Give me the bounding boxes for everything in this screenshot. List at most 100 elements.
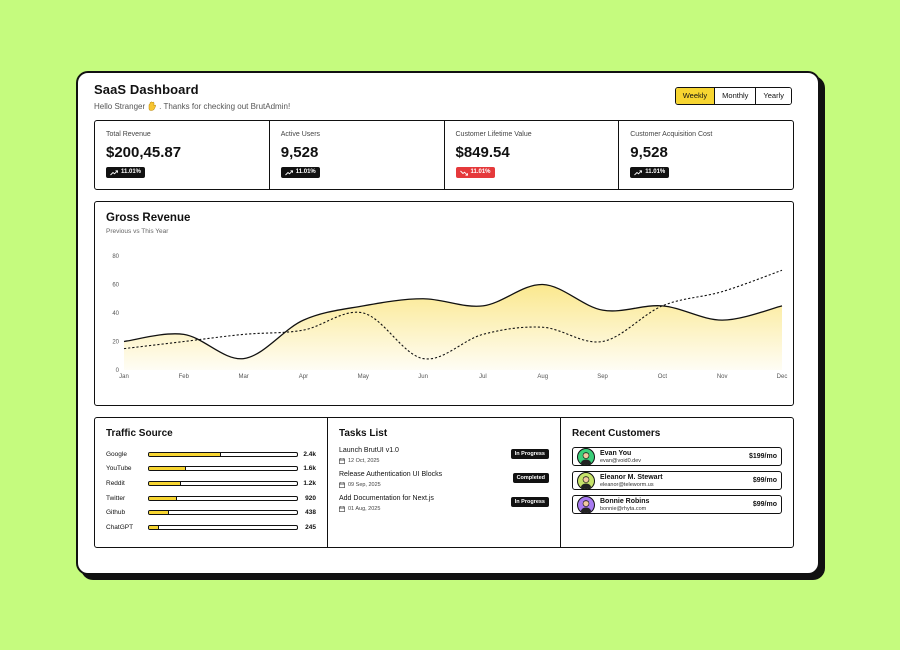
yearly-button[interactable]: Yearly [756, 88, 791, 104]
customer-email: evan@void0.dev [600, 457, 642, 464]
traffic-source-panel: Traffic Source Google 2.4k YouTube 1.6k Redd… [95, 418, 328, 547]
traffic-value: 920 [305, 494, 316, 502]
change-value: 11.01% [295, 169, 316, 175]
task-item[interactable]: Release Authentication UI Blocks 09 Sep, … [339, 471, 549, 488]
change-value: 11.01% [645, 169, 666, 175]
traffic-source-name: Google [106, 450, 127, 458]
x-tick-label: Jun [418, 374, 428, 380]
x-tick-label: Dec [777, 374, 788, 380]
x-tick-label: May [358, 374, 369, 380]
x-tick-label: Sep [597, 374, 608, 380]
panel-title: Traffic Source [106, 428, 173, 439]
customer-amount: $99/mo [752, 477, 777, 484]
traffic-bar [148, 510, 298, 516]
customer-email: eleanor@teleworm.us [600, 481, 654, 488]
gross-revenue-chart: 0 20 40 60 80 Jan Feb Mar Apr May Jun Jul Aug Sep Oct N… [112, 254, 788, 380]
x-tick-label: Aug [537, 374, 548, 380]
chart-title: Gross Revenue [106, 212, 191, 224]
task-list: Launch BrutUI v1.0 12 Oct, 2025 In Progres… [339, 447, 549, 512]
traffic-value: 2.4k [303, 450, 316, 458]
customer-row[interactable]: Eleanor M. Stewart eleanor@teleworm.us $99… [572, 471, 782, 490]
dashboard-window: SaaS Dashboard Hello Stranger . Thanks f… [76, 71, 820, 575]
traffic-bar [148, 524, 298, 530]
trend-up-icon [284, 169, 293, 175]
task-date: 12 Oct, 2025 [348, 458, 380, 464]
task-name: Add Documentation for Next.js [339, 495, 434, 502]
stat-total-revenue: Total Revenue $200,45.87 11.01% [95, 121, 270, 189]
y-tick-label: 60 [112, 283, 119, 289]
traffic-source-name: Reddit [106, 479, 125, 487]
stat-label: Customer Acquisition Cost [630, 131, 713, 138]
task-name: Release Authentication UI Blocks [339, 471, 443, 478]
calendar-icon [339, 482, 345, 488]
x-tick-label: Apr [299, 374, 308, 380]
series-area-fill [124, 284, 782, 370]
page-title: SaaS Dashboard [94, 82, 199, 97]
traffic-bar-fill [149, 481, 182, 485]
task-status-badge: Completed [512, 473, 549, 483]
task-name: Launch BrutUI v1.0 [339, 447, 399, 454]
traffic-source-name: ChatGPT [106, 523, 134, 531]
task-date: 09 Sep, 2025 [348, 482, 381, 488]
page-header: SaaS Dashboard Hello Stranger . Thanks f… [94, 82, 290, 111]
monthly-button[interactable]: Monthly [715, 88, 757, 104]
customer-row[interactable]: Evan You evan@void0.dev $199/mo [572, 447, 782, 466]
avatar [577, 447, 595, 466]
task-date-row: 09 Sep, 2025 [339, 482, 442, 488]
trend-down-icon [459, 170, 468, 176]
stat-customer-lifetime-value: Customer Lifetime Value $849.54 11.01% [445, 121, 620, 189]
change-badge: 11.01% [630, 167, 670, 178]
task-item[interactable]: Launch BrutUI v1.0 12 Oct, 2025 In Progres… [339, 447, 549, 464]
x-tick-label: Jan [119, 374, 129, 380]
avatar [577, 471, 595, 490]
change-value: 11.01% [470, 169, 491, 175]
traffic-bar-fill [149, 467, 186, 471]
panel-title: Tasks List [339, 428, 388, 439]
recent-customers-panel: Recent Customers Evan You evan@void0.dev $… [561, 418, 793, 547]
stat-label: Active Users [280, 131, 321, 138]
period-toggle: Weekly Monthly Yearly [674, 87, 792, 105]
weekly-button[interactable]: Weekly [675, 88, 716, 104]
person-avatar-icon [580, 451, 592, 465]
task-date-row: 01 Aug, 2025 [339, 506, 434, 512]
stat-active-users: Active Users 9,528 11.01% [270, 121, 445, 189]
customer-name: Evan You [600, 449, 632, 457]
customer-amount: $99/mo [752, 501, 777, 508]
traffic-bar-fill [149, 511, 170, 515]
traffic-list: Google 2.4k YouTube 1.6k Reddit 1.2k Twitter 92… [106, 447, 316, 535]
task-details: Release Authentication UI Blocks 09 Sep, … [339, 471, 442, 488]
customer-list: Evan You evan@void0.dev $199/mo Eleanor M. … [572, 447, 782, 514]
task-date-row: 12 Oct, 2025 [339, 458, 399, 464]
tasks-list-panel: Tasks List Launch BrutUI v1.0 12 Oct, 202… [328, 418, 561, 547]
y-tick-label: 80 [112, 254, 119, 260]
stat-value: $200,45.87 [106, 144, 182, 161]
traffic-bar-fill [149, 525, 159, 529]
this-year-line [123, 283, 783, 360]
y-tick-label: 0 [116, 368, 120, 374]
page-subtitle: Hello Stranger . Thanks for checking out… [94, 101, 290, 111]
x-tick-label: Feb [179, 374, 190, 380]
customer-info: Eleanor M. Stewart eleanor@teleworm.us [600, 474, 753, 488]
customer-name: Bonnie Robins [600, 497, 650, 505]
traffic-value: 1.2k [303, 479, 316, 487]
task-details: Launch BrutUI v1.0 12 Oct, 2025 [339, 447, 399, 464]
traffic-bar [148, 451, 298, 457]
traffic-row: Twitter 920 [106, 491, 316, 506]
customer-info: Evan You evan@void0.dev [600, 450, 749, 464]
traffic-source-name: YouTube [106, 465, 132, 473]
customer-row[interactable]: Bonnie Robins bonnie@rhyta.com $99/mo [572, 495, 782, 514]
traffic-row: YouTube 1.6k [106, 462, 316, 477]
x-tick-label: Nov [717, 374, 728, 380]
calendar-icon [339, 506, 345, 512]
change-value: 11.01% [121, 169, 142, 175]
task-item[interactable]: Add Documentation for Next.js 01 Aug, 202… [339, 495, 549, 512]
task-details: Add Documentation for Next.js 01 Aug, 202… [339, 495, 434, 512]
bottom-panels: Traffic Source Google 2.4k YouTube 1.6k Redd… [94, 417, 794, 548]
traffic-bar-fill [149, 496, 177, 500]
stat-customer-acquisition-cost: Customer Acquisition Cost 9,528 11.01% [619, 121, 793, 189]
traffic-value: 245 [305, 523, 316, 531]
stat-label: Total Revenue [106, 131, 151, 138]
y-tick-label: 40 [112, 311, 119, 317]
traffic-value: 1.6k [303, 465, 316, 473]
traffic-bar-fill [149, 452, 222, 456]
